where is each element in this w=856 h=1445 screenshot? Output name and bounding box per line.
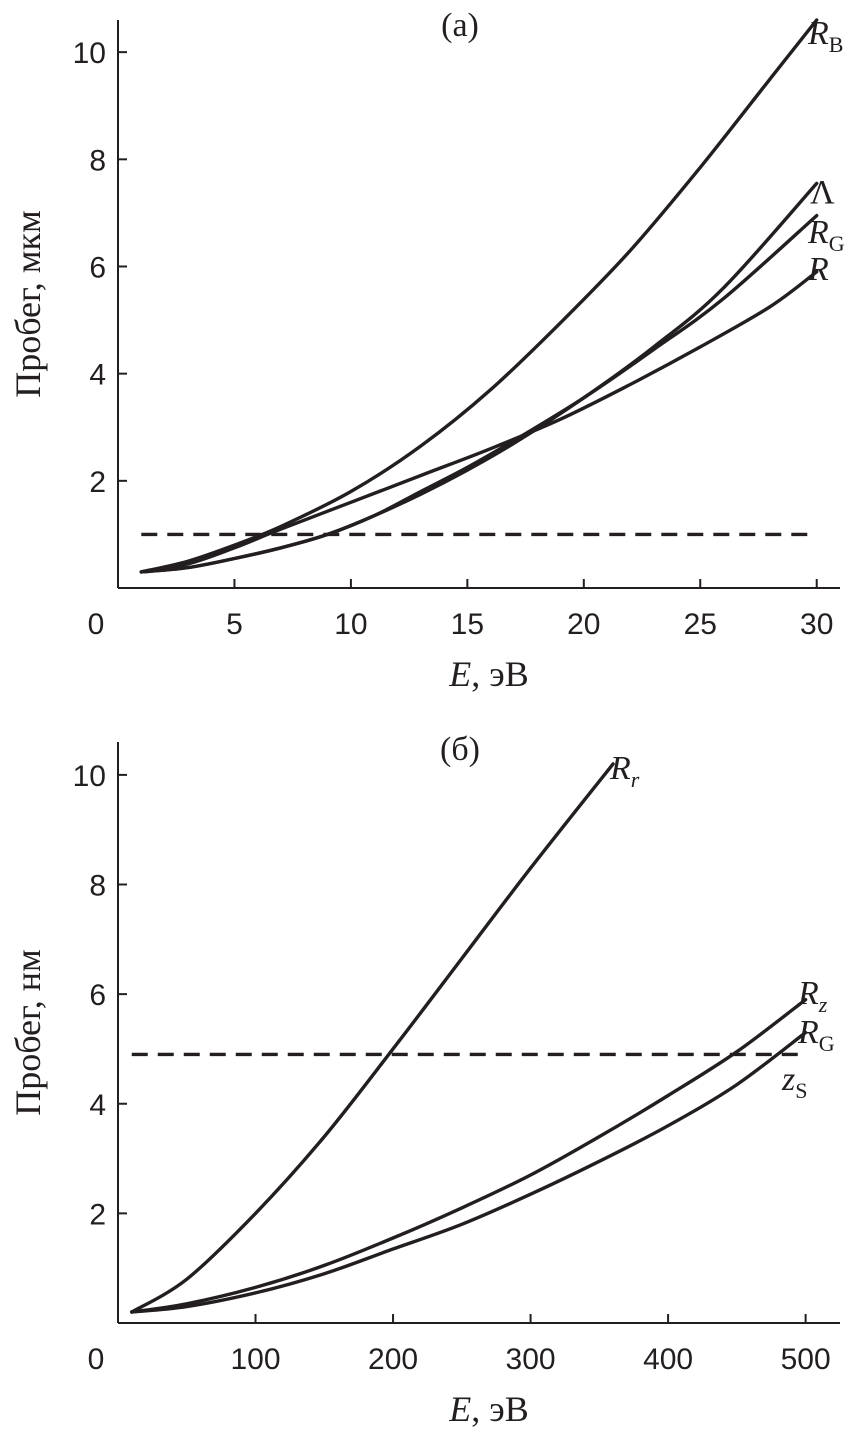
series-label-R_B: RB — [807, 15, 843, 57]
y-tick-label: 6 — [89, 251, 106, 284]
x-tick-label: 0 — [88, 1343, 105, 1376]
x-axis-title: E, эВ — [448, 1389, 528, 1429]
series-label-z_S: zS — [781, 1061, 807, 1103]
x-tick-label: 500 — [781, 1343, 831, 1376]
x-tick-label: 200 — [368, 1343, 418, 1376]
y-axis-title: Пробег, мкм — [8, 210, 48, 398]
series-line-R — [139, 270, 819, 574]
y-tick-label: 8 — [89, 870, 106, 903]
panel-label: (a) — [441, 7, 479, 44]
series-label-Λ: Λ — [810, 174, 835, 211]
series-line-R_B — [139, 18, 819, 574]
x-tick-label: 10 — [334, 608, 367, 641]
series-line-R_r — [130, 762, 615, 1314]
x-tick-label: 5 — [226, 608, 243, 641]
series-line-R_G — [139, 213, 819, 574]
y-axis-title: Пробег, нм — [8, 949, 48, 1116]
x-tick-label: 15 — [451, 608, 484, 641]
series-line-R_G — [130, 1030, 808, 1314]
chart-panel-2: 0 100 200 300 400 500 2 4 6 8 10 E, эВ Пробег, нм (б)… — [8, 731, 840, 1429]
x-tick-label: 0 — [88, 608, 105, 641]
y-tick-label: 4 — [89, 1089, 106, 1122]
panel-label: (б) — [440, 731, 480, 768]
series-label-R_G: RG — [807, 214, 845, 256]
x-tick-label: 30 — [800, 608, 833, 641]
series-label-R_G: RG — [797, 1014, 835, 1056]
series-label-R_z: Rz — [797, 975, 828, 1017]
series-line-Λ — [139, 181, 819, 574]
x-tick-label: 100 — [230, 1343, 280, 1376]
y-tick-label: 2 — [89, 1198, 106, 1231]
series-line-R_z — [130, 997, 808, 1314]
y-tick-label: 8 — [89, 144, 106, 177]
series-label-R: R — [807, 251, 829, 288]
series-label-R_r: Rr — [609, 750, 640, 792]
y-tick-label: 10 — [73, 37, 106, 70]
x-tick-label: 20 — [567, 608, 600, 641]
x-axis-title: E, эВ — [448, 654, 528, 694]
x-tick-label: 300 — [506, 1343, 556, 1376]
x-tick-label: 25 — [684, 608, 717, 641]
chart-panel-1: 0 5 10 15 20 25 30 2 4 6 8 10 E, эВ Пробег, мкм (a) RB Λ… — [8, 7, 845, 694]
y-tick-label: 2 — [89, 466, 106, 499]
y-tick-label: 10 — [73, 760, 106, 793]
x-tick-label: 400 — [643, 1343, 693, 1376]
y-tick-label: 4 — [89, 359, 106, 392]
y-tick-label: 6 — [89, 979, 106, 1012]
